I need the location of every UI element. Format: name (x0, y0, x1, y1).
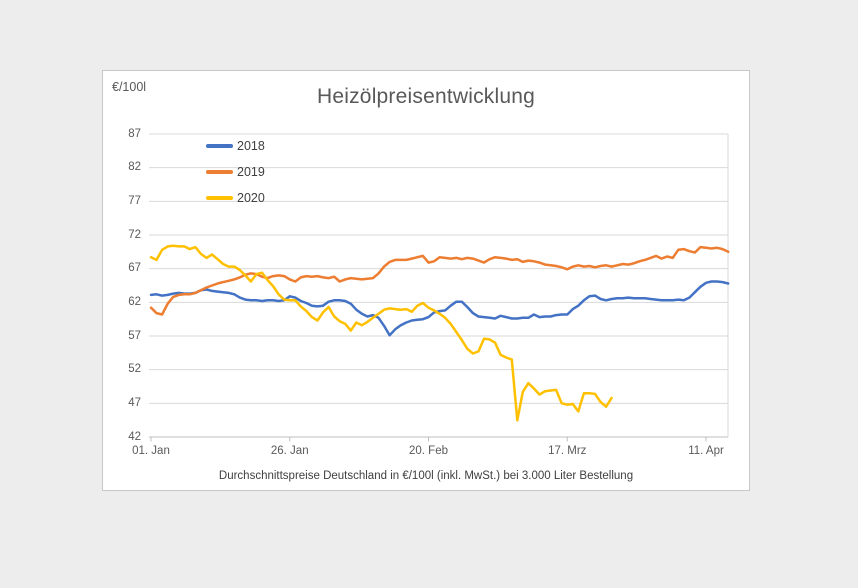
legend-item-2018: 2018 (206, 133, 265, 159)
legend-item-2020: 2020 (206, 185, 265, 211)
y-tick-label: 52 (128, 363, 141, 376)
y-tick-label: 82 (128, 161, 141, 174)
legend-label-2019: 2019 (237, 165, 265, 179)
y-tick-label: 67 (128, 262, 141, 275)
x-tick-label: 01. Jan (132, 445, 170, 457)
legend-item-2019: 2019 (206, 159, 265, 185)
x-tick-label: 20. Feb (409, 445, 448, 457)
legend: 2018 2019 2020 (206, 133, 265, 211)
legend-swatch-2019 (206, 170, 233, 174)
chart-card: €/100l Heizölpreisentwicklung 2018 2019 … (102, 70, 750, 491)
legend-label-2018: 2018 (237, 139, 265, 153)
y-tick-label: 87 (128, 127, 141, 140)
series-line-2018 (149, 280, 730, 337)
plot-area (149, 133, 730, 442)
y-tick-label: 62 (128, 295, 141, 308)
x-tick-label: 11. Apr (688, 445, 724, 457)
legend-swatch-2020 (206, 196, 233, 200)
x-tick-label: 26. Jan (270, 445, 309, 457)
y-tick-label: 57 (128, 329, 141, 342)
legend-label-2020: 2020 (237, 191, 265, 205)
y-tick-label: 47 (128, 396, 141, 409)
series-line-2019 (149, 245, 730, 316)
y-tick-label: 77 (128, 194, 141, 207)
series-line-2020 (149, 244, 613, 422)
legend-swatch-2018 (206, 144, 233, 148)
x-tick-label: 17. Mrz (548, 445, 587, 457)
chart-footnote: Durchschnittspreise Deutschland in €/100… (218, 470, 634, 482)
y-axis-unit-label: €/100l (112, 80, 147, 94)
y-tick-label: 72 (128, 228, 141, 241)
chart-title: Heizölpreisentwicklung (317, 85, 535, 108)
y-tick-label: 42 (128, 430, 141, 443)
